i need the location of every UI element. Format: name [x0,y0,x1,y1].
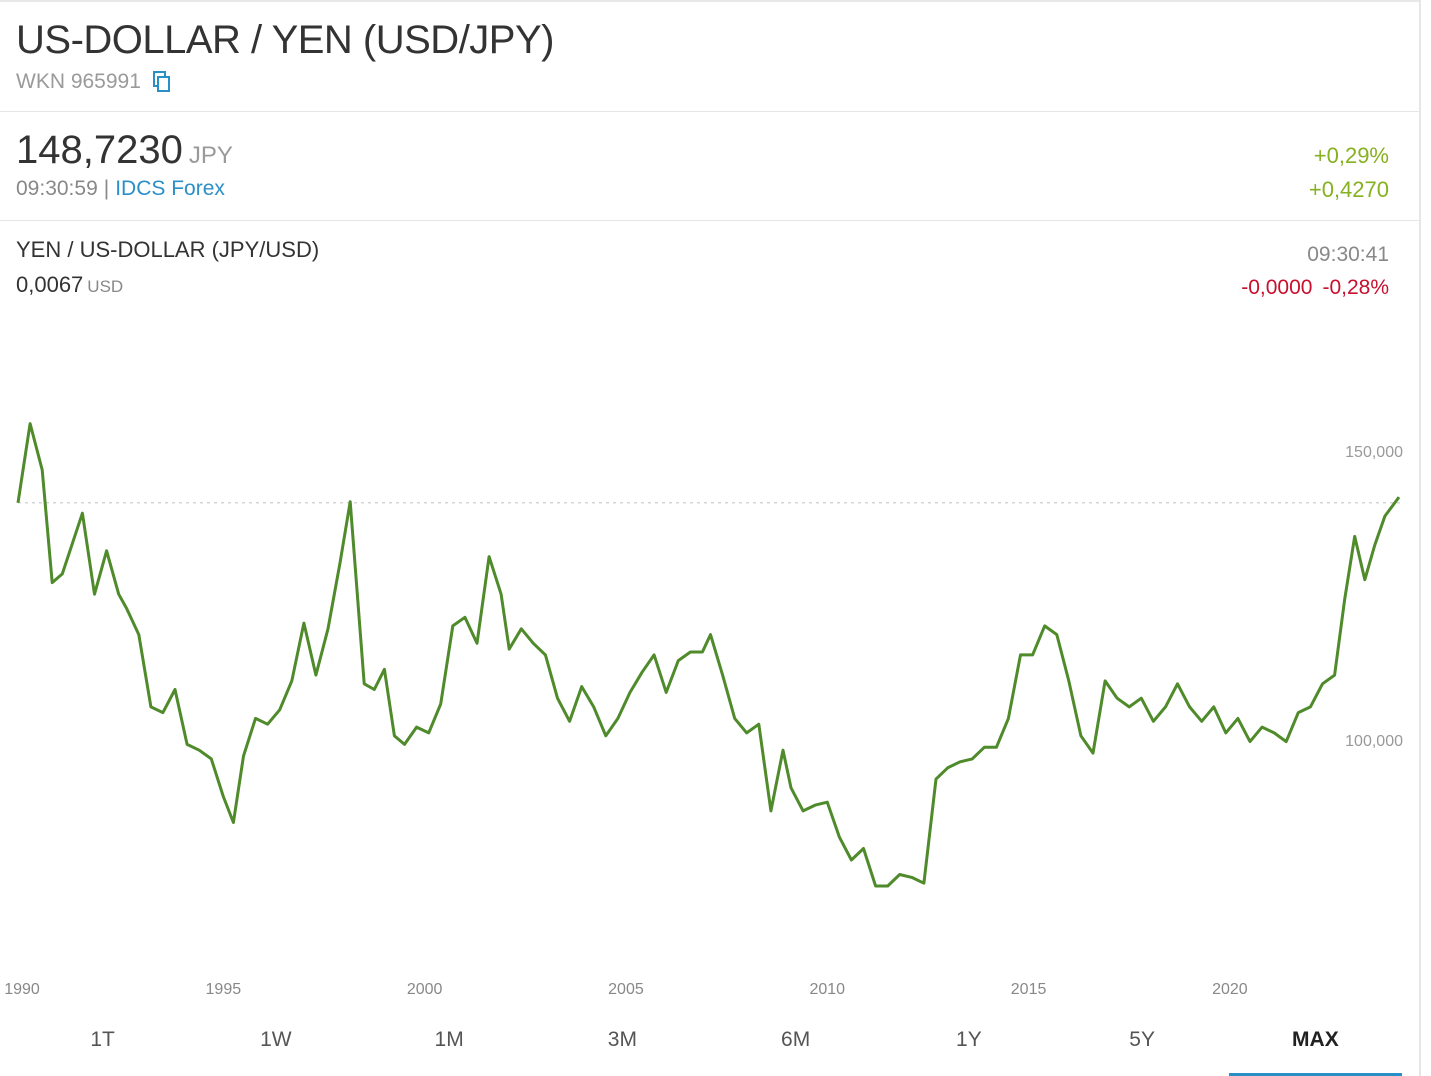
source-link[interactable]: IDCS Forex [115,177,225,200]
tab-5y[interactable]: 5Y [1129,1028,1155,1051]
x-tick-label: 2015 [1011,981,1047,998]
price-value: 148,7230 [16,128,183,172]
tab-1m[interactable]: 1M [434,1028,464,1051]
tab-1y[interactable]: 1Y [956,1028,982,1051]
wkn-label: WKN 965991 [16,70,141,93]
quote-price: 148,7230 JPY [16,128,233,173]
change-absolute: +0,4270 [1308,177,1389,202]
divider [0,111,1419,112]
y-tick-label: 150,000 [1345,444,1403,461]
inverse-price: 0,0067 [16,272,84,297]
x-tick-label: 2010 [809,981,845,998]
x-tick-label: 1990 [4,981,40,998]
change-percent: +0,29% [1313,143,1389,168]
quote-time: 09:30:59 [16,177,98,200]
wkn-row: WKN 965991 [16,70,171,94]
tab-1w[interactable]: 1W [260,1028,292,1051]
x-tick-label: 2020 [1212,981,1248,998]
tab-1t[interactable]: 1T [90,1028,115,1051]
tab-max[interactable]: MAX [1228,1010,1402,1076]
inverse-change-pct: -0,28% [1322,276,1389,299]
meta-separator: | [103,177,110,200]
inverse-pair-title[interactable]: YEN / US-DOLLAR (JPY/USD) [16,237,320,262]
x-tick-label: 2005 [608,981,644,998]
instrument-title: US-DOLLAR / YEN (USD/JPY) [16,18,555,62]
x-tick-label: 2000 [407,981,443,998]
inverse-value: 0,0067 USD [16,272,123,298]
y-tick-label: 100,000 [1345,733,1403,750]
quote-meta: 09:30:59 | IDCS Forex [16,177,225,201]
price-chart[interactable]: 150,000 100,000 1990 1995 2000 2005 2010 2015 20… [0,300,1419,1005]
x-tick-label: 1995 [206,981,242,998]
price-currency: JPY [188,142,233,169]
divider [0,220,1419,221]
top-rule [0,0,1419,2]
inverse-time: 09:30:41 [1307,243,1389,266]
tab-3m[interactable]: 3M [607,1028,637,1051]
copy-icon[interactable] [152,71,171,93]
tab-6m[interactable]: 6M [781,1028,811,1051]
inverse-currency: USD [87,277,124,296]
timeframe-tabs: 1T 1W 1M 3M 6M 1Y 5Y MAX [16,1010,1402,1076]
inverse-change-abs: -0,0000 [1241,276,1313,299]
price-series-line [16,422,1401,888]
inverse-change: -0,0000 -0,28% [1241,276,1389,300]
